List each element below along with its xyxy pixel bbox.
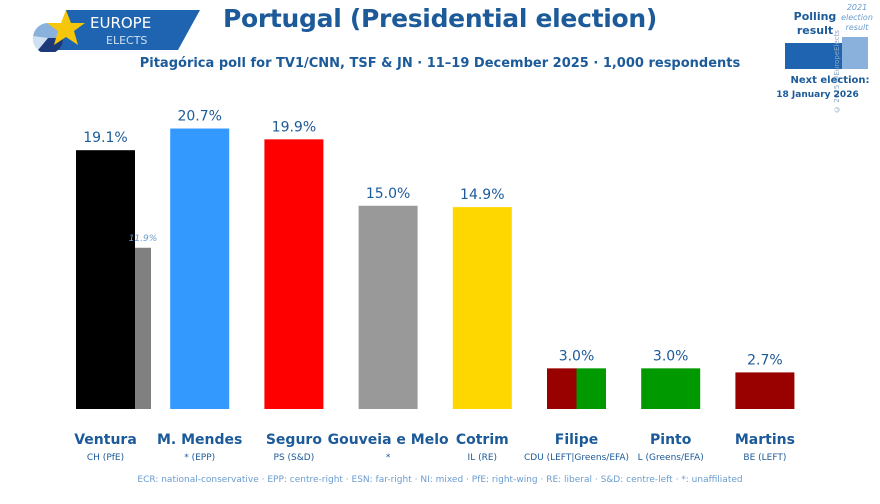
value-label: 14.9% (460, 187, 504, 203)
candidate-name: M. Mendes (157, 432, 242, 448)
legend-prev-line1: 2021 (846, 3, 868, 12)
next-election-date: 18 January 2026 (776, 90, 859, 100)
legend: Polling result 2021 election result (775, 0, 880, 110)
candidate-party: * (386, 453, 391, 463)
legend-prev-line3: result (845, 23, 869, 32)
bar-ventura (76, 150, 135, 409)
bar-filipe (547, 368, 577, 409)
next-election-label: Next election: (790, 75, 870, 86)
bar-filipe (576, 368, 606, 409)
candidate-party: CDU (LEFT|Greens/EFA) (524, 453, 629, 463)
candidate-party: CH (PfE) (87, 453, 124, 463)
legend-polling-line1: Polling (793, 10, 837, 23)
value-label: 19.9% (272, 119, 316, 135)
chart-title: Portugal (Presidential election) (222, 4, 658, 33)
legend-polling-swatch (785, 43, 842, 69)
legend-previous-swatch (842, 37, 868, 69)
bar-2021-result (135, 247, 151, 409)
bar-cotrim (452, 207, 512, 409)
candidate-name: Pinto (650, 432, 692, 448)
candidate-name: Cotrim (456, 432, 509, 448)
value-label: 3.0% (559, 348, 595, 364)
value-label: 19.1% (83, 130, 127, 146)
candidate-party: L (Greens/EFA) (638, 453, 704, 463)
prev-value-label: 11.9% (129, 234, 158, 244)
candidate-name: Gouveia e Melo (328, 432, 449, 448)
logo-banner (58, 10, 200, 50)
candidate-name: Ventura (74, 432, 137, 448)
legend-prev-line2: election (841, 13, 873, 22)
bar-gouveia-e-melo (358, 205, 418, 409)
candidate-name: Filipe (555, 432, 598, 448)
candidate-name: Seguro (266, 432, 322, 448)
legend-previous-label: 2021 election result (837, 3, 877, 33)
europe-elects-logo: EUROPE ELECTS (28, 8, 208, 54)
value-label: 20.7% (177, 109, 221, 125)
bar-martins (735, 372, 795, 409)
bar-m-mendes (170, 128, 230, 409)
bar-pinto (641, 368, 701, 409)
footnote: ECR: national-conservative · EPP: centre… (137, 475, 743, 485)
legend-polling-label: Polling result (785, 10, 845, 38)
chart-subtitle: Pitagórica poll for TV1/CNN, TSF & JN · … (139, 56, 741, 71)
star-icon (47, 10, 85, 45)
candidate-party: PS (S&D) (274, 453, 315, 463)
candidate-party: * (EPP) (184, 453, 215, 463)
legend-polling-line2: result (796, 24, 834, 37)
value-label: 3.0% (653, 348, 689, 364)
value-label: 15.0% (366, 186, 410, 202)
logo-text-bottom: ELECTS (106, 34, 147, 47)
value-label: 2.7% (747, 352, 783, 368)
candidate-name: Martins (735, 432, 795, 448)
candidate-party: IL (RE) (468, 453, 498, 463)
logo-text-top: EUROPE (90, 14, 151, 32)
candidate-party: BE (LEFT) (743, 453, 786, 463)
bar-seguro (264, 139, 324, 410)
